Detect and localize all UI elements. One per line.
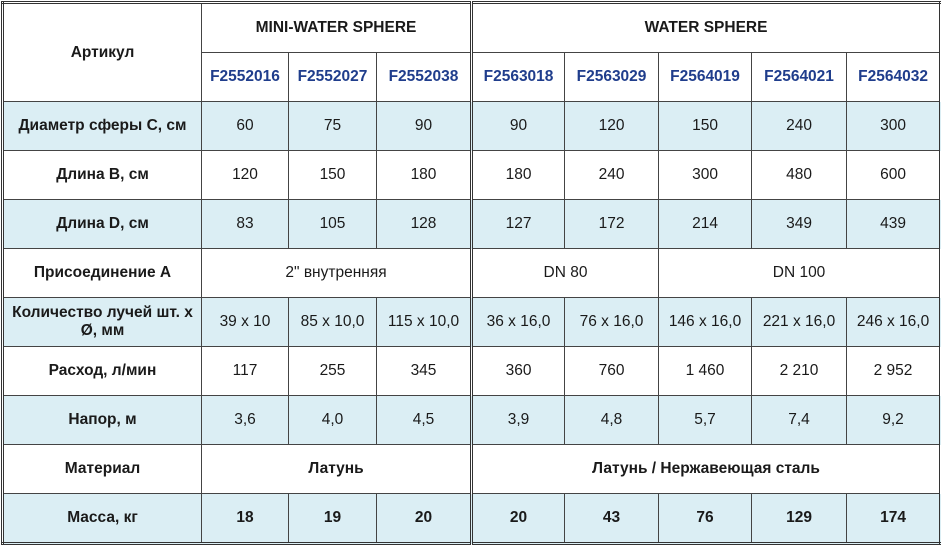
article-code: F2552016 <box>201 52 289 102</box>
article-code: F2552038 <box>375 52 474 102</box>
table-row: Расход, л/мин 117 255 345 360 760 1 460 2 210 2 … <box>2 346 941 396</box>
table-cell: 127 <box>471 199 566 249</box>
table-cell: DN 100 <box>658 248 941 298</box>
article-header: Артикул <box>2 2 202 102</box>
table-cell: 76 x 16,0 <box>564 297 660 347</box>
table-cell: 43 <box>564 493 660 544</box>
table-cell: 5,7 <box>658 395 753 445</box>
table-row: Длина B, см 120 150 180 180 240 300 480 600 <box>2 150 941 200</box>
row-label: Материал <box>2 444 202 494</box>
table-row: Материал Латунь Латунь / Нержавеющая сталь <box>2 444 941 494</box>
group-header-mini-water-sphere: MINI-WATER SPHERE <box>200 2 474 53</box>
row-label: Масса, кг <box>2 493 202 544</box>
table-cell: 1 460 <box>658 346 753 396</box>
table-cell: 300 <box>658 150 753 200</box>
table-row: Количество лучей шт. х Ø, мм 39 x 10 85 x … <box>2 297 941 347</box>
row-label: Напор, м <box>2 395 202 445</box>
table-cell: 90 <box>375 101 474 151</box>
spec-table: Артикул MINI-WATER SPHERE WATER SPHERE F… <box>1 1 941 545</box>
row-label: Расход, л/мин <box>2 346 202 396</box>
row-label: Длина B, см <box>2 150 202 200</box>
table-cell: 345 <box>375 346 474 396</box>
table-cell: DN 80 <box>471 248 660 298</box>
header-row-codes: F2552016 F2552027 F2552038 F2563018 F2563029… <box>3 52 941 102</box>
table-cell: 2 210 <box>751 346 848 396</box>
table-cell: 18 <box>201 493 289 544</box>
table-cell: 60 <box>201 101 289 151</box>
row-label: Диаметр сферы С, см <box>2 101 202 151</box>
table-cell: 120 <box>564 101 660 151</box>
table-cell: 20 <box>471 493 566 544</box>
table-cell: 3,6 <box>201 395 289 445</box>
header-row-groups: Артикул MINI-WATER SPHERE WATER SPHERE <box>2 2 941 102</box>
row-label: Длина D, см <box>2 199 202 249</box>
table-cell: 150 <box>658 101 753 151</box>
table-cell: 240 <box>751 101 848 151</box>
table-cell: 2 952 <box>846 346 941 396</box>
article-code: F2563029 <box>564 52 660 102</box>
table-cell: Латунь / Нержавеющая сталь <box>471 444 941 494</box>
table-cell: 3,9 <box>471 395 566 445</box>
table-cell: 174 <box>846 493 941 544</box>
table-cell: 76 <box>658 493 753 544</box>
table-cell: 221 x 16,0 <box>751 297 848 347</box>
table-cell: 2" внутренняя <box>200 248 474 298</box>
table-cell: 39 x 10 <box>201 297 289 347</box>
table-cell: 36 x 16,0 <box>471 297 566 347</box>
table-cell: 90 <box>471 101 566 151</box>
table-cell: 9,2 <box>846 395 941 445</box>
table-cell: Латунь <box>200 444 474 494</box>
table-cell: 760 <box>564 346 660 396</box>
table-cell: 4,5 <box>375 395 474 445</box>
table-cell: 20 <box>375 493 474 544</box>
article-code: F2552027 <box>288 52 377 102</box>
table-cell: 360 <box>471 346 566 396</box>
table-cell: 85 x 10,0 <box>288 297 377 347</box>
table-cell: 7,4 <box>751 395 848 445</box>
table-cell: 150 <box>288 150 377 200</box>
table-cell: 83 <box>201 199 289 249</box>
table-cell: 105 <box>288 199 377 249</box>
row-label: Количество лучей шт. х Ø, мм <box>2 297 202 347</box>
table-cell: 480 <box>751 150 848 200</box>
table-cell: 240 <box>564 150 660 200</box>
table-cell: 349 <box>751 199 848 249</box>
table-cell: 4,8 <box>564 395 660 445</box>
table-cell: 246 x 16,0 <box>846 297 941 347</box>
table-cell: 180 <box>471 150 566 200</box>
table-cell: 19 <box>288 493 377 544</box>
table-cell: 75 <box>288 101 377 151</box>
table-row: Присоединение А 2" внутренняя DN 80 DN 100 <box>2 248 941 298</box>
table-row: Масса, кг 18 19 20 20 43 76 129 174 <box>2 493 941 544</box>
article-code: F2563018 <box>471 52 566 102</box>
table-cell: 255 <box>288 346 377 396</box>
table-cell: 129 <box>751 493 848 544</box>
article-code: F2564019 <box>658 52 753 102</box>
table-row: Длина D, см 83 105 128 127 172 214 349 439 <box>2 199 941 249</box>
table-cell: 300 <box>846 101 941 151</box>
table-body: Диаметр сферы С, см 60 75 90 90 120 150 240 300 Д… <box>2 101 941 544</box>
article-code: F2564032 <box>846 52 941 102</box>
table-cell: 117 <box>201 346 289 396</box>
table-cell: 439 <box>846 199 941 249</box>
table-row: Напор, м 3,6 4,0 4,5 3,9 4,8 5,7 7,4 9,2 <box>2 395 941 445</box>
table-cell: 115 x 10,0 <box>375 297 474 347</box>
table-cell: 128 <box>375 199 474 249</box>
group-header-water-sphere: WATER SPHERE <box>471 2 941 53</box>
table-cell: 146 x 16,0 <box>658 297 753 347</box>
table-cell: 172 <box>564 199 660 249</box>
table-row: Диаметр сферы С, см 60 75 90 90 120 150 240 300 <box>2 101 941 151</box>
table-cell: 600 <box>846 150 941 200</box>
row-label: Присоединение А <box>2 248 202 298</box>
table-cell: 214 <box>658 199 753 249</box>
table-cell: 120 <box>201 150 289 200</box>
table-cell: 4,0 <box>288 395 377 445</box>
table-cell: 180 <box>375 150 474 200</box>
article-code: F2564021 <box>751 52 848 102</box>
